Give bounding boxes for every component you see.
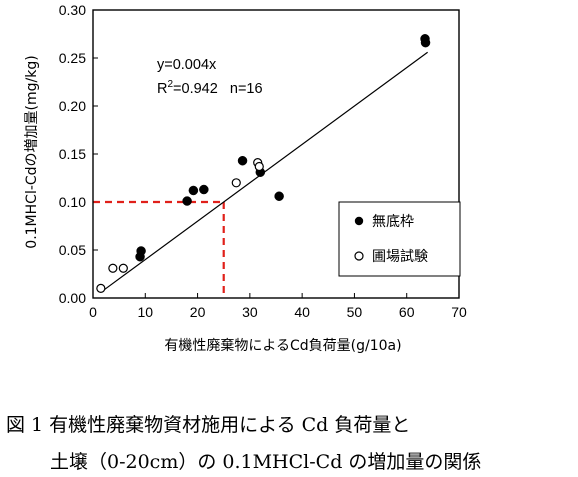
legend-label-0: 無底枠 [372,214,414,230]
data-point-open [254,161,264,172]
legend-marker-open [354,251,364,261]
y-tick-label: 0.00 [59,290,86,306]
y-tick-label: 0.20 [59,98,86,114]
legend-marker-filled [354,216,364,226]
reference-lines [93,200,225,298]
x-tick-label: 40 [294,304,310,320]
data-point-filled [188,185,199,196]
data-point-filled [199,184,209,195]
legend: 無底枠 圃場試験 [338,201,461,277]
x-tick-label: 10 [137,304,153,320]
r2-label: R2=0.942 n=16 [157,79,263,97]
data-point-open [96,283,106,293]
data-point-filled [136,246,146,256]
x-axis-label: 有機性廃棄物によるCd負荷量(g/10a) [164,337,401,354]
x-tick-label: 20 [190,304,206,320]
legend-label-1: 圃場試験 [372,249,428,265]
regression-line-path [103,51,428,291]
data-point-filled [274,191,284,201]
data-point-filled [420,37,431,48]
figure-caption-line-2: 土壌（0-20cm）の 0.1MHCl-Cd の増加量の関係 [50,451,482,473]
data-point-open [231,178,241,188]
x-tick-label: 70 [451,304,467,320]
plot-area-frame [92,9,460,299]
x-tick-label: 30 [242,304,258,320]
x-axis-ticks: 0 10 20 30 40 50 60 70 [89,293,467,320]
scatter-chart: 0.00 0.05 0.10 0.15 0.20 0.25 0.30 0 10 20 30 40 50… [24,2,467,354]
y-tick-label: 0.05 [59,242,86,258]
legend-box [338,201,461,277]
y-tick-label: 0.25 [59,50,86,66]
data-point-open [118,263,128,273]
y-axis-ticks: 0.00 0.05 0.10 0.15 0.20 0.25 0.30 [59,2,98,306]
data-point-filled [182,196,192,206]
figure-caption-line-1: 図 1 有機性廃棄物資材施用による Cd 負荷量と [6,414,411,436]
x-tick-label: 60 [399,304,415,320]
y-tick-label: 0.10 [59,194,86,210]
x-tick-label: 0 [89,304,97,320]
y-tick-label: 0.30 [59,2,86,18]
data-points [96,34,431,293]
x-tick-label: 50 [347,304,363,320]
data-point-filled [237,155,248,166]
y-tick-label: 0.15 [59,146,86,162]
y-axis-label: 0.1MHCl-Cdの増加量(mg/kg) [24,55,40,248]
regression-line [103,51,428,291]
data-point-open [108,263,118,273]
equation-label: y=0.004x [157,57,217,73]
